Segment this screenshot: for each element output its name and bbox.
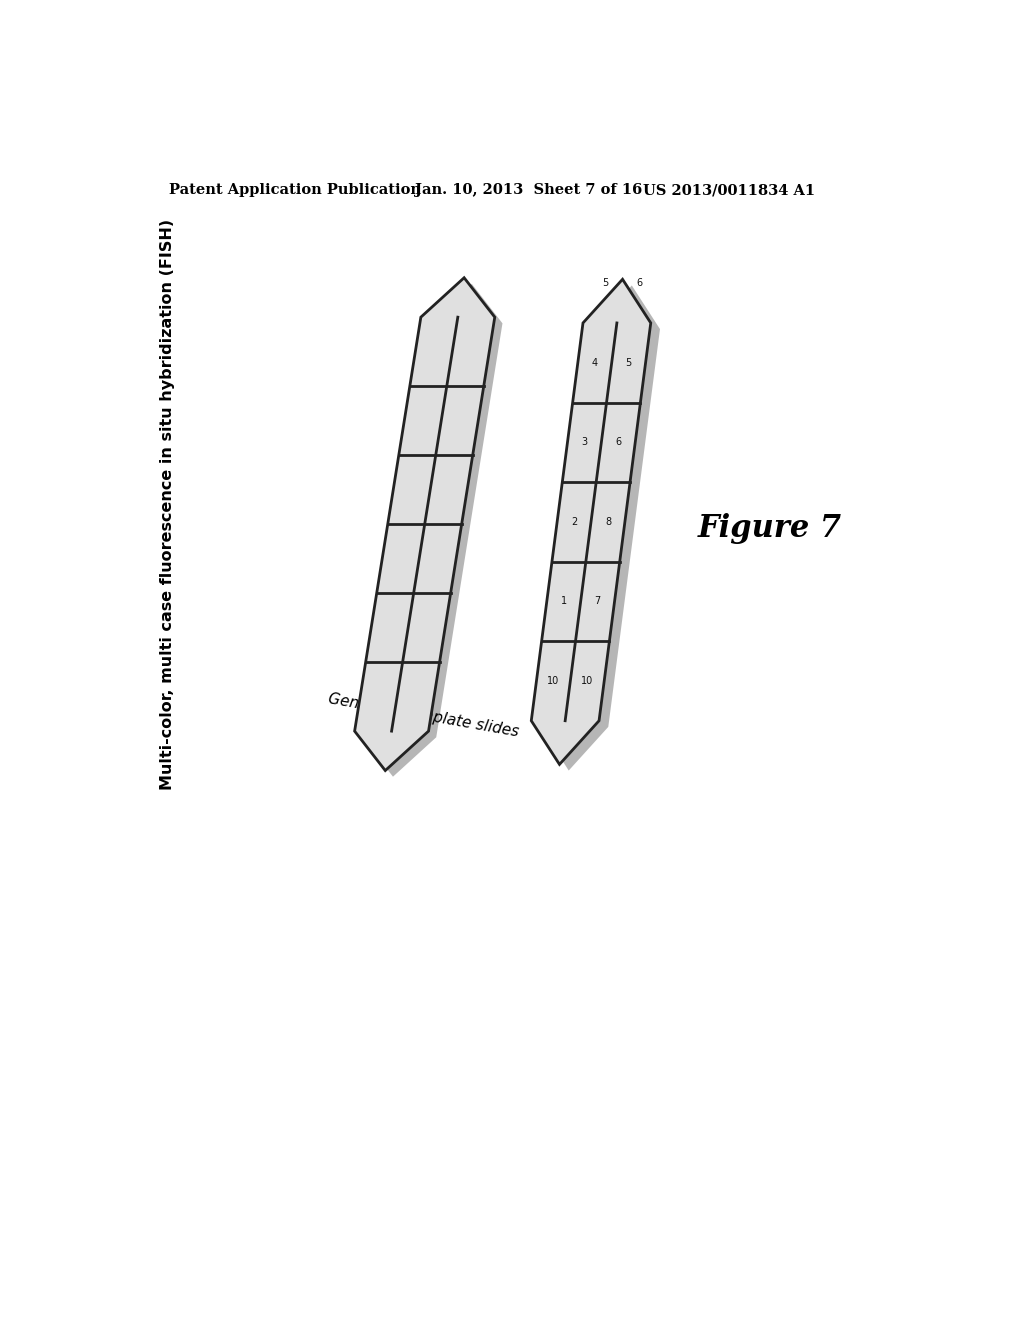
Polygon shape: [362, 284, 503, 776]
Text: 4: 4: [592, 358, 598, 368]
Text: Patent Application Publication: Patent Application Publication: [169, 183, 421, 197]
Polygon shape: [541, 285, 660, 771]
Text: Generate template slides: Generate template slides: [327, 692, 520, 739]
Text: Jan. 10, 2013  Sheet 7 of 16: Jan. 10, 2013 Sheet 7 of 16: [416, 183, 643, 197]
Text: 5: 5: [602, 279, 608, 288]
Text: 10: 10: [547, 676, 559, 686]
Text: 8: 8: [605, 517, 611, 527]
Polygon shape: [354, 277, 495, 771]
Polygon shape: [531, 323, 651, 721]
Text: Figure 7: Figure 7: [697, 512, 842, 544]
Polygon shape: [531, 280, 651, 764]
Text: US 2013/0011834 A1: US 2013/0011834 A1: [643, 183, 815, 197]
Text: 6: 6: [636, 279, 642, 288]
Text: 7: 7: [595, 597, 601, 606]
Text: 1: 1: [561, 597, 567, 606]
Text: 6: 6: [615, 437, 622, 447]
Polygon shape: [354, 317, 495, 731]
Text: 10: 10: [582, 676, 593, 686]
Text: 3: 3: [582, 437, 588, 447]
Text: 5: 5: [626, 358, 632, 368]
Text: Multi-color, multi case fluorescence in situ hybridization (FISH): Multi-color, multi case fluorescence in …: [160, 219, 175, 791]
Text: 2: 2: [571, 517, 578, 527]
